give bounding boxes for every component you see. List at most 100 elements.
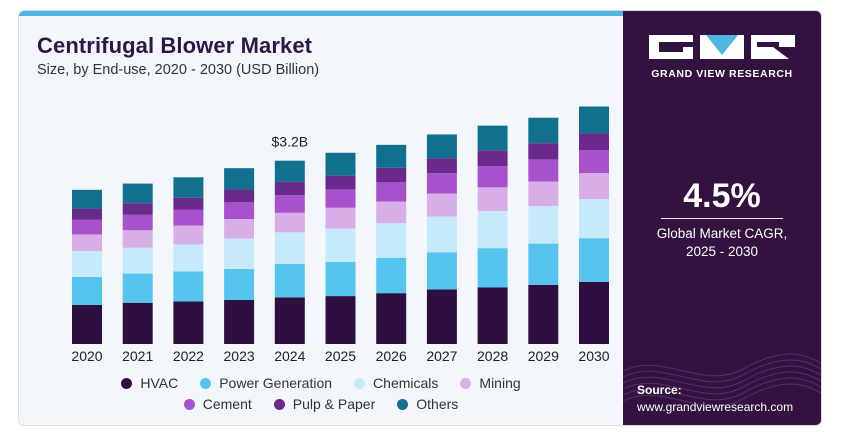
source-link[interactable]: www.grandviewresearch.com <box>637 400 794 414</box>
bar-segment-power-generation-2020 <box>72 276 102 305</box>
chart-panel: Centrifugal Blower Market Size, by End-u… <box>19 11 623 425</box>
bar-segment-mining-2025 <box>325 207 356 229</box>
bar-segment-pulp-paper-2026 <box>376 167 407 183</box>
chart-title: Centrifugal Blower Market <box>37 33 313 58</box>
bar-segment-chemicals-2025 <box>325 228 356 262</box>
bar-segment-chemicals-2023 <box>224 238 255 269</box>
bar-segment-pulp-paper-2030 <box>579 133 609 151</box>
bar-segment-chemicals-2026 <box>376 223 407 258</box>
legend-label-cement: Cement <box>202 396 252 412</box>
bar-segment-hvac-2020 <box>72 304 102 344</box>
x-tick-label-2022: 2022 <box>173 348 204 364</box>
bar-segment-others-2026 <box>376 144 407 168</box>
bar-segment-cement-2020 <box>72 219 102 235</box>
bar-segment-chemicals-2020 <box>72 251 102 277</box>
bar-segment-mining-2030 <box>579 173 609 199</box>
bar-segment-mining-2023 <box>224 219 255 239</box>
bar-segment-hvac-2024 <box>274 297 305 344</box>
bar-segment-mining-2021 <box>122 230 153 248</box>
bar-segment-others-2021 <box>122 183 153 204</box>
grand-view-research-logo <box>649 35 795 59</box>
bar-segment-chemicals-2024 <box>274 232 305 264</box>
bar-segment-chemicals-2021 <box>122 247 153 274</box>
bar-segment-pulp-paper-2023 <box>224 189 255 203</box>
bar-segment-hvac-2026 <box>376 293 407 344</box>
legend-item-mining: Mining <box>460 375 521 391</box>
legend-swatch-mining <box>460 377 472 389</box>
source-label: Source: <box>637 383 682 397</box>
cagr-label: Global Market CAGR, 2025 - 2030 <box>623 225 821 261</box>
bar-segment-power-generation-2030 <box>579 238 609 282</box>
bar-segment-cement-2030 <box>579 150 609 174</box>
legend-swatch-hvac <box>121 377 133 389</box>
bar-segment-others-2023 <box>224 168 255 190</box>
legend-swatch-cement <box>183 398 195 410</box>
cagr-divider <box>661 218 783 219</box>
info-sidebar: GRAND VIEW RESEARCH 4.5% Global Market C… <box>623 11 821 425</box>
bar-segment-pulp-paper-2028 <box>477 150 508 167</box>
bar-segment-power-generation-2024 <box>274 264 305 298</box>
bar-segment-mining-2020 <box>72 234 102 252</box>
x-tick-label-2024: 2024 <box>274 348 305 364</box>
bar-segment-power-generation-2029 <box>528 243 559 285</box>
legend-label-mining: Mining <box>479 375 521 391</box>
bar-segment-hvac-2021 <box>122 302 153 344</box>
bar-segment-power-generation-2028 <box>477 248 508 288</box>
bar-segment-mining-2024 <box>274 212 305 233</box>
bar-segment-hvac-2027 <box>426 289 457 344</box>
bar-segment-pulp-paper-2024 <box>274 181 305 196</box>
chart-card: Centrifugal Blower Market Size, by End-u… <box>18 10 822 426</box>
bar-segment-chemicals-2027 <box>426 216 457 253</box>
bar-segment-hvac-2025 <box>325 296 356 344</box>
bar-segment-others-2027 <box>426 134 457 159</box>
bar-segment-mining-2028 <box>477 187 508 212</box>
x-tick-label-2020: 2020 <box>71 348 102 364</box>
legend-label-others: Others <box>416 396 459 412</box>
x-tick-label-2021: 2021 <box>122 348 153 364</box>
bar-segment-power-generation-2023 <box>224 269 255 300</box>
data-label-2024: $3.2B <box>272 134 309 150</box>
legend-item-chemicals: Chemicals <box>354 375 438 391</box>
bar-segment-power-generation-2027 <box>426 252 457 290</box>
x-tick-label-2026: 2026 <box>376 348 407 364</box>
legend-item-pulp-paper: Pulp & Paper <box>273 396 375 412</box>
legend-item-cement: Cement <box>183 396 252 412</box>
stacked-bar-chart: 2020 2021 2022 2023 2024 $3.2B 2025 2026 2027 202… <box>71 106 610 364</box>
bar-segment-chemicals-2030 <box>579 199 609 239</box>
cagr-label-line-2: 2025 - 2030 <box>685 244 759 259</box>
x-tick-label-2028: 2028 <box>477 348 508 364</box>
legend-row-2: Cement Pulp & Paper Others <box>19 396 623 412</box>
bar-segment-cement-2023 <box>224 202 255 219</box>
bar-segment-mining-2027 <box>426 193 457 217</box>
bar-segment-chemicals-2028 <box>477 211 508 249</box>
x-tick-label-2030: 2030 <box>578 348 609 364</box>
bar-segment-others-2025 <box>325 152 356 176</box>
bar-segment-chemicals-2029 <box>528 206 559 244</box>
bar-segment-hvac-2030 <box>579 281 609 344</box>
bar-segment-cement-2025 <box>325 189 356 208</box>
bar-segment-power-generation-2021 <box>122 273 153 303</box>
x-tick-label-2029: 2029 <box>528 348 559 364</box>
bar-segment-power-generation-2026 <box>376 257 407 294</box>
legend-row-1: HVAC Power Generation Chemicals Mining <box>19 375 623 391</box>
legend-item-others: Others <box>397 396 458 412</box>
bar-segment-power-generation-2022 <box>173 271 204 302</box>
bar-segment-others-2030 <box>579 106 609 134</box>
bar-segment-others-2022 <box>173 177 204 198</box>
x-tick-label-2025: 2025 <box>325 348 356 364</box>
bar-segment-mining-2026 <box>376 201 407 224</box>
legend-label-hvac: HVAC <box>140 375 179 391</box>
bar-segment-power-generation-2025 <box>325 261 356 297</box>
bar-segment-pulp-paper-2020 <box>72 208 102 220</box>
brand-name: GRAND VIEW RESEARCH <box>651 68 793 80</box>
bar-segment-hvac-2023 <box>224 299 255 344</box>
legend-swatch-power-generation <box>200 377 212 389</box>
bar-segment-pulp-paper-2022 <box>173 197 204 210</box>
bar-segment-cement-2027 <box>426 173 457 194</box>
bar-segment-cement-2028 <box>477 166 508 188</box>
bar-segment-hvac-2028 <box>477 287 508 344</box>
bar-segment-cement-2022 <box>173 209 204 226</box>
legend-swatch-chemicals <box>354 377 366 389</box>
accent-bar <box>19 11 623 16</box>
cagr-label-line-1: Global Market CAGR, <box>656 226 788 241</box>
